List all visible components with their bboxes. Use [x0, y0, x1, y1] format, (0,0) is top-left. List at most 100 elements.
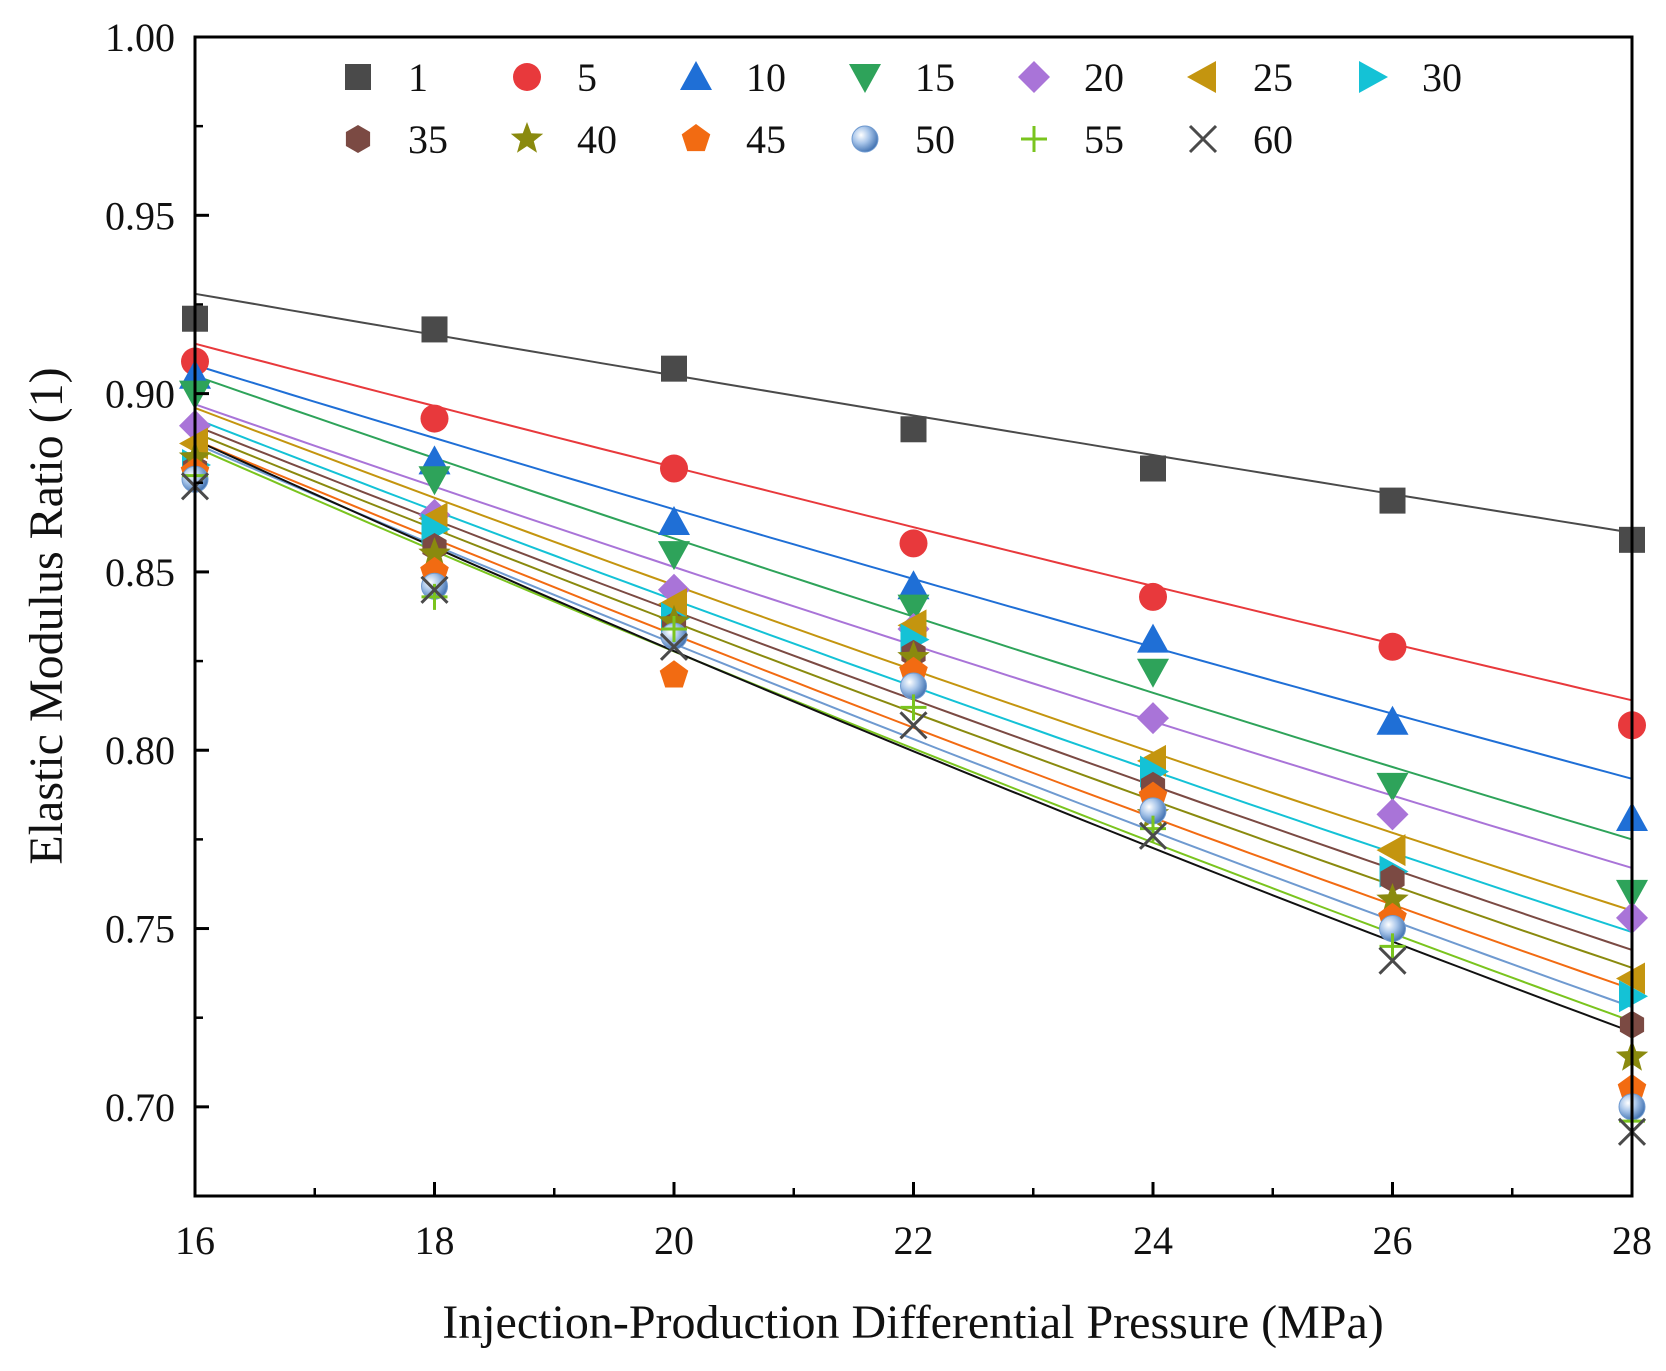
legend-marker-40 — [510, 122, 544, 153]
x-tick-label: 26 — [1373, 1218, 1413, 1263]
legend-marker-50 — [851, 125, 879, 153]
point-25-22 — [897, 609, 927, 642]
legend-marker-5 — [513, 63, 541, 91]
point-55-20 — [661, 615, 687, 642]
legend-item-35: 35 — [345, 117, 448, 162]
point-20-24 — [1137, 702, 1169, 735]
legend-label: 50 — [915, 117, 955, 162]
point-35-26 — [1380, 864, 1405, 893]
point-40-22 — [897, 640, 930, 672]
series-55 — [182, 462, 1645, 1135]
series-5 — [181, 347, 1646, 740]
point-60-18 — [420, 575, 449, 604]
legend-marker-60 — [1188, 124, 1218, 154]
x-tick-label: 18 — [415, 1218, 455, 1263]
point-1-24 — [1140, 455, 1166, 482]
point-5-20 — [660, 454, 688, 483]
legend-label: 25 — [1253, 55, 1293, 100]
point-1-26 — [1379, 487, 1406, 514]
legend-label: 1 — [408, 55, 428, 100]
legend-label: 40 — [577, 117, 617, 162]
legend-item-55: 55 — [1021, 117, 1124, 162]
y-tick-label: 0.85 — [105, 550, 175, 595]
point-10-24 — [1137, 623, 1169, 653]
x-tick-label: 20 — [654, 1218, 694, 1263]
legend-item-10: 10 — [680, 55, 786, 100]
legend-item-60: 60 — [1188, 117, 1293, 162]
point-60-24 — [1138, 821, 1168, 850]
y-axis-title: Elastic Modulus Ratio (1) — [20, 367, 73, 864]
fit-line-1 — [194, 292, 1633, 534]
point-40-18 — [418, 537, 451, 568]
point-55-22 — [900, 694, 927, 721]
series-1 — [182, 305, 1645, 553]
series-15 — [179, 380, 1648, 909]
y-tick-label: 1.00 — [105, 15, 175, 60]
point-10-22 — [897, 570, 930, 600]
legend-item-5: 5 — [513, 55, 597, 100]
point-5-22 — [899, 529, 928, 558]
legend-item-50: 50 — [851, 117, 955, 162]
point-5-24 — [1139, 582, 1167, 611]
legend-marker-10 — [680, 61, 712, 90]
point-1-20 — [661, 355, 687, 382]
point-25-26 — [1376, 834, 1406, 867]
point-40-26 — [1376, 883, 1409, 914]
point-45-20 — [659, 660, 689, 688]
legend-marker-20 — [1018, 61, 1050, 93]
legend-marker-30 — [1359, 61, 1388, 93]
x-tick-label: 16 — [175, 1218, 215, 1263]
y-tick-label: 0.70 — [105, 1085, 175, 1130]
data-markers — [178, 305, 1649, 1146]
x-tick-label: 22 — [894, 1218, 934, 1263]
point-60-20 — [659, 632, 689, 661]
x-axis-title: Injection-Production Differential Pressu… — [442, 1296, 1384, 1349]
point-55-26 — [1379, 933, 1406, 960]
legend-item-25: 25 — [1187, 55, 1293, 100]
point-20-26 — [1376, 798, 1409, 831]
legend-label: 10 — [746, 55, 786, 100]
legend-label: 35 — [408, 117, 448, 162]
point-1-22 — [900, 416, 927, 443]
point-60-26 — [1378, 946, 1407, 975]
legend-label: 20 — [1084, 55, 1124, 100]
x-tick-label: 24 — [1133, 1218, 1173, 1263]
legend-item-45: 45 — [681, 117, 786, 162]
point-10-20 — [658, 505, 690, 535]
y-axis: 0.70 0.75 0.80 0.85 0.90 0.95 1.00 — [105, 15, 209, 1130]
legend-marker-35 — [345, 125, 371, 153]
legend-label: 5 — [577, 55, 597, 100]
legend-item-1: 1 — [345, 55, 428, 100]
point-5-26 — [1378, 632, 1407, 661]
y-tick-label: 0.95 — [105, 193, 175, 238]
point-15-20 — [658, 541, 690, 571]
point-10-26 — [1376, 705, 1409, 735]
point-5-18 — [420, 404, 449, 433]
legend-label: 15 — [915, 55, 955, 100]
legend-label: 60 — [1253, 117, 1293, 162]
legend-item-40: 40 — [510, 117, 617, 162]
legend-marker-55 — [1021, 126, 1047, 152]
y-tick-label: 0.80 — [105, 728, 175, 773]
point-1-18 — [421, 316, 448, 343]
legend-label: 45 — [746, 117, 786, 162]
point-15-24 — [1137, 658, 1169, 688]
point-15-18 — [418, 466, 451, 496]
legend-label: 55 — [1084, 117, 1124, 162]
legend-marker-15 — [849, 64, 881, 93]
legend-item-20: 20 — [1018, 55, 1124, 100]
legend-label: 30 — [1422, 55, 1462, 100]
legend-marker-25 — [1187, 61, 1216, 93]
legend-item-15: 15 — [849, 55, 955, 100]
legend-item-30: 30 — [1359, 55, 1462, 100]
point-60-22 — [899, 711, 928, 740]
point-25-20 — [658, 588, 687, 621]
legend-marker-1 — [345, 64, 371, 90]
point-15-26 — [1376, 772, 1409, 802]
x-tick-label: 28 — [1612, 1218, 1652, 1263]
y-tick-label: 0.90 — [105, 372, 175, 417]
y-tick-label: 0.75 — [105, 907, 175, 952]
series-50 — [181, 465, 1646, 1121]
